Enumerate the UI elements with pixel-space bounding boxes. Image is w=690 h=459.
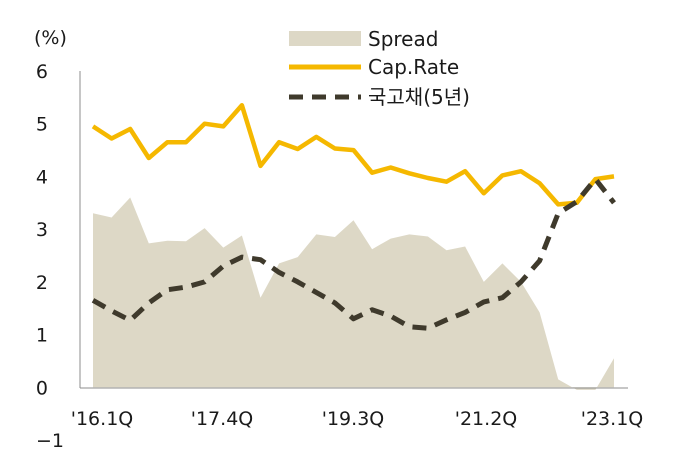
- series-spread-area: [93, 197, 614, 390]
- x-tick-label: '19.3Q: [322, 408, 384, 430]
- y-tick-label: 1: [36, 325, 48, 347]
- legend-item-cap-rate: Cap.Rate: [289, 55, 459, 79]
- axes: [79, 71, 628, 389]
- y-tick-label: −1: [36, 430, 64, 452]
- spread-area-layer: [93, 197, 614, 390]
- x-tick-label: '16.1Q: [71, 408, 133, 430]
- x-tick-label: '21.2Q: [455, 408, 517, 430]
- y-unit-label: (%): [34, 27, 67, 49]
- legend-label-cap-rate: Cap.Rate: [368, 55, 459, 79]
- y-tick-label: 5: [36, 114, 48, 136]
- y-tick-labels: −1 0 1 2 3 4 5 6: [36, 61, 64, 452]
- y-tick-label: 4: [36, 166, 48, 188]
- series-cap-rate-line: [91, 103, 615, 207]
- legend-item-spread: Spread: [289, 27, 438, 51]
- legend-swatch-spread: [289, 31, 361, 46]
- x-tick-label: '17.4Q: [191, 408, 253, 430]
- series-treasury-5y-line: [91, 176, 616, 331]
- y-tick-label: 0: [36, 377, 48, 399]
- y-tick-label: 2: [36, 272, 48, 294]
- x-tick-labels: '16.1Q '17.4Q '19.3Q '21.2Q '23.1Q: [71, 408, 643, 430]
- y-tick-label: 6: [36, 61, 48, 83]
- legend: Spread Cap.Rate 국고채(5년): [289, 27, 470, 109]
- legend-item-treasury-5y: 국고채(5년): [289, 85, 470, 109]
- x-tick-label: '23.1Q: [581, 408, 643, 430]
- legend-label-treasury-5y: 국고채(5년): [368, 85, 470, 109]
- legend-label-spread: Spread: [368, 27, 438, 51]
- line-series-layer: [91, 103, 616, 331]
- y-tick-label: 3: [36, 219, 48, 241]
